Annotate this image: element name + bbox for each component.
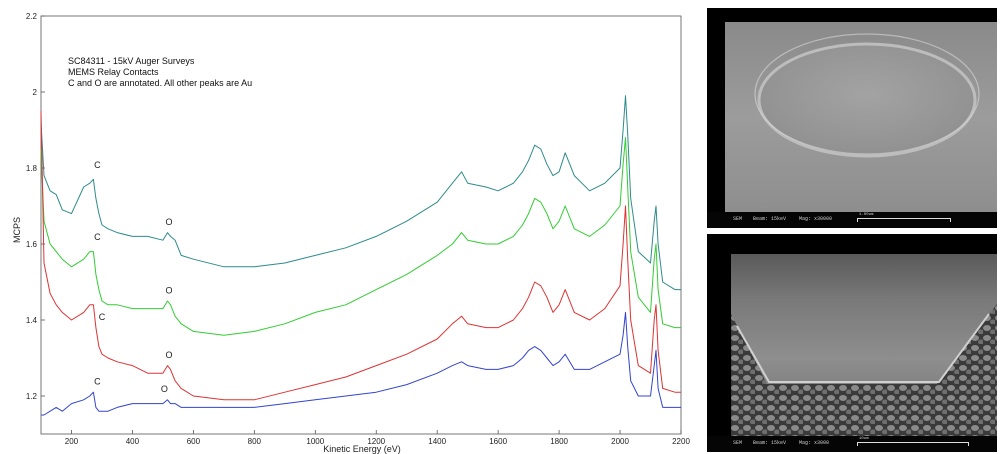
plot-frame xyxy=(40,15,682,435)
y-axis-title: MCPS xyxy=(12,217,22,243)
sem-bottom-scale-text: 10um xyxy=(859,437,869,441)
series-line-4 xyxy=(41,311,681,416)
x-axis-title: Kinetic Energy (eV) xyxy=(323,444,401,454)
y-tick-label: 2 xyxy=(33,88,38,97)
peak-label-c: C xyxy=(94,377,101,387)
sem-image-top: SEM Beam: 15keV Mag: x30000 1.00um xyxy=(707,8,997,228)
sem-top-mag: Mag: x30000 xyxy=(799,216,833,222)
sem-bottom-mode: SEM xyxy=(733,440,743,446)
y-tick-label: 2.2 xyxy=(26,12,38,21)
chart-peak-labels: C O C O C O C O xyxy=(94,160,172,394)
peak-label-c: C xyxy=(99,312,106,322)
peak-label-o: O xyxy=(165,217,172,227)
sem-image-bottom: SEM Beam: 15keV Mag: x3000 10um xyxy=(707,234,997,452)
sem-bottom-footer: SEM Beam: 15keV Mag: x3000 10um xyxy=(707,436,997,452)
y-tick-label: 1.8 xyxy=(26,164,38,173)
x-tick-label: 1600 xyxy=(489,437,507,446)
sem-bottom-beam: Beam: 15keV xyxy=(753,440,787,446)
x-tick-label: 2000 xyxy=(611,437,629,446)
sem-bottom-mag: Mag: x3000 xyxy=(799,440,830,446)
x-tick-label: 1800 xyxy=(550,437,568,446)
chart-annotation-2: C and O are annotated. All other peaks a… xyxy=(68,78,252,88)
sem-bottom-micrograph xyxy=(731,254,997,444)
peak-label-o: O xyxy=(165,285,172,295)
sem-top-scale-text: 1.00um xyxy=(859,213,874,217)
peak-label-o: O xyxy=(165,350,172,360)
series-line-2 xyxy=(40,137,681,336)
sem-top-beam: Beam: 15keV xyxy=(753,216,787,222)
x-tick-label: 600 xyxy=(187,437,201,446)
peak-label-c: C xyxy=(94,232,101,242)
x-tick-label: 800 xyxy=(248,437,262,446)
peak-label-o: O xyxy=(161,384,168,394)
series-line-1 xyxy=(40,95,681,291)
x-tick-label: 1200 xyxy=(367,437,385,446)
chart-title: SC84311 - 15kV Auger Surveys xyxy=(68,56,195,66)
peak-label-c: C xyxy=(94,160,101,170)
sem-bottom-pit-edge xyxy=(736,313,990,383)
series-line-3 xyxy=(40,110,681,401)
x-tick-label: 1400 xyxy=(428,437,446,446)
x-tick-label: 2200 xyxy=(672,437,690,446)
sem-bottom-scale-bar xyxy=(857,442,969,446)
chart-series-group xyxy=(40,95,681,416)
sem-bottom-grainy-surface xyxy=(731,304,997,444)
y-tick-label: 1.2 xyxy=(26,392,38,401)
sem-top-footer: SEM Beam: 15keV Mag: x30000 1.00um xyxy=(707,212,997,228)
chart-axes: 200 400 600 800 1000 1200 1400 1600 1800 2000 2200… xyxy=(26,12,691,446)
chart-annotation-1: MEMS Relay Contacts xyxy=(68,67,159,77)
chart-svg: 200 400 600 800 1000 1200 1400 1600 1800 2000 2200… xyxy=(12,12,691,454)
auger-spectrum-chart: 200 400 600 800 1000 1200 1400 1600 1800 2000 2200… xyxy=(12,12,691,454)
y-tick-label: 1.4 xyxy=(26,316,38,325)
sem-top-mode: SEM xyxy=(733,216,743,222)
sem-top-micrograph xyxy=(725,22,997,212)
sem-top-contact-disc xyxy=(757,42,977,158)
y-tick-label: 1.6 xyxy=(26,240,38,249)
sem-top-scale-bar xyxy=(857,218,951,222)
x-tick-label: 200 xyxy=(65,437,79,446)
x-tick-label: 400 xyxy=(126,437,140,446)
x-tick-label: 1000 xyxy=(306,437,324,446)
sem-top-disc-rim xyxy=(754,33,980,155)
